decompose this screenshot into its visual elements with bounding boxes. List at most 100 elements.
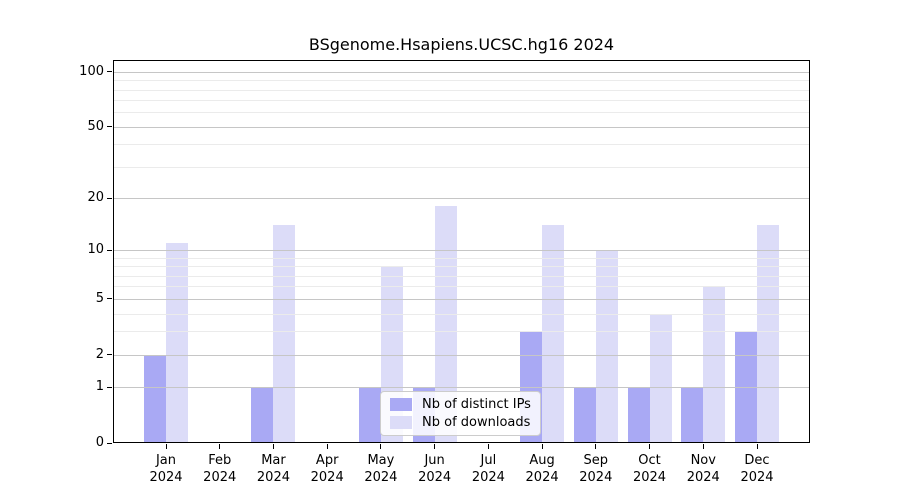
x-tick-month: Jan: [155, 453, 177, 468]
minor-gridline: [113, 275, 810, 277]
x-tick-label: May 2024: [346, 452, 416, 486]
major-gridline: [113, 126, 810, 128]
y-tick: [107, 126, 112, 128]
x-tick: [326, 444, 328, 449]
major-gridline: [113, 198, 810, 200]
y-tick-label: 5: [95, 290, 104, 306]
bar-downloads-aug: [542, 225, 565, 443]
minor-gridline: [113, 100, 810, 102]
minor-gridline: [113, 266, 810, 268]
y-tick: [107, 249, 112, 251]
minor-gridline: [113, 89, 810, 91]
x-tick-label: Nov 2024: [668, 452, 738, 486]
x-tick-year: 2024: [364, 470, 398, 485]
bar-ips-sep: [573, 387, 596, 443]
bar-downloads-dec: [757, 225, 779, 443]
bar-downloads-jun: [434, 206, 457, 443]
y-tick: [107, 71, 112, 73]
y-tick-label: 10: [87, 242, 104, 258]
x-tick-label: Oct 2024: [615, 452, 685, 486]
x-tick-month: Nov: [690, 453, 716, 468]
y-tick-label: 50: [87, 118, 104, 134]
x-tick-month: May: [367, 453, 395, 468]
x-tick-label: Feb 2024: [185, 452, 255, 486]
minor-gridline: [113, 80, 810, 82]
x-tick-month: Jun: [424, 453, 445, 468]
major-gridline: [113, 250, 810, 252]
x-tick-label: Jun 2024: [400, 452, 470, 486]
x-tick-label: Dec 2024: [722, 452, 792, 486]
minor-gridline: [113, 144, 810, 146]
x-tick-month: Sep: [583, 453, 609, 468]
x-tick-year: 2024: [632, 470, 667, 485]
x-tick: [219, 444, 221, 449]
x-tick-label: Mar 2024: [238, 452, 308, 486]
bar-ips-mar: [251, 387, 274, 443]
y-tick: [107, 442, 112, 444]
x-tick: [487, 444, 489, 449]
bar-ips-dec: [735, 331, 757, 443]
bar-downloads-nov: [703, 286, 726, 443]
legend: Nb of distinct IPs Nb of downloads: [380, 391, 541, 436]
x-tick: [649, 444, 651, 449]
x-tick-year: 2024: [740, 470, 774, 485]
major-gridline: [113, 71, 810, 73]
x-tick-month: Oct: [638, 453, 661, 468]
x-tick-year: 2024: [471, 470, 505, 485]
x-tick-year: 2024: [418, 470, 452, 485]
x-tick-year: 2024: [256, 470, 290, 485]
x-tick: [541, 444, 543, 449]
x-tick-month: Jul: [480, 453, 497, 468]
legend-entry-downloads: Nb of downloads: [390, 415, 531, 430]
x-tick-month: Feb: [208, 453, 232, 468]
y-tick-label: 2: [95, 346, 104, 362]
bar-ips-oct: [627, 387, 650, 443]
y-tick: [107, 386, 112, 388]
x-tick-month: Apr: [315, 453, 339, 468]
bar-downloads-oct: [649, 313, 672, 443]
y-tick-label: 100: [79, 63, 104, 79]
y-tick: [107, 197, 112, 199]
x-tick-year: 2024: [686, 470, 720, 485]
x-tick-label: Aug 2024: [507, 452, 577, 486]
x-tick: [702, 444, 704, 449]
x-tick-month: Aug: [529, 453, 555, 468]
y-tick: [107, 298, 112, 300]
legend-swatch-downloads: [390, 416, 412, 429]
x-tick-month: Dec: [744, 453, 770, 468]
x-tick-year: 2024: [149, 470, 183, 485]
x-tick: [165, 444, 167, 449]
x-tick-label: Jul 2024: [453, 452, 523, 486]
x-tick: [434, 444, 436, 449]
x-tick-label: Sep 2024: [561, 452, 631, 486]
x-tick-year: 2024: [579, 470, 613, 485]
legend-label: Nb of distinct IPs: [422, 397, 531, 412]
legend-swatch-ips: [390, 398, 412, 411]
bar-ips-nov: [681, 387, 704, 443]
bar-downloads-sep: [595, 250, 618, 443]
bar-downloads-mar: [273, 225, 296, 443]
x-tick: [272, 444, 274, 449]
y-tick-label: 1: [95, 379, 104, 395]
x-tick-month: Mar: [261, 453, 286, 468]
y-tick: [107, 354, 112, 356]
x-tick-label: Jan 2024: [131, 452, 201, 486]
bar-ips-may: [358, 387, 381, 443]
x-tick-year: 2024: [203, 470, 237, 485]
x-tick-year: 2024: [525, 470, 559, 485]
minor-gridline: [113, 257, 810, 259]
chart-title: BSgenome.Hsapiens.UCSC.hg16 2024: [308, 35, 615, 54]
bar-ips-jan: [144, 354, 166, 443]
x-tick-label: Apr 2024: [292, 452, 362, 486]
x-tick: [380, 444, 382, 449]
legend-label: Nb of downloads: [422, 415, 531, 430]
y-tick-label: 0: [95, 435, 104, 450]
bar-downloads-jan: [166, 243, 188, 443]
legend-entry-ips: Nb of distinct IPs: [390, 397, 531, 412]
y-tick-label: 20: [87, 190, 104, 206]
minor-gridline: [113, 166, 810, 168]
x-tick-year: 2024: [310, 470, 344, 485]
x-tick: [595, 444, 597, 449]
minor-gridline: [113, 112, 810, 114]
